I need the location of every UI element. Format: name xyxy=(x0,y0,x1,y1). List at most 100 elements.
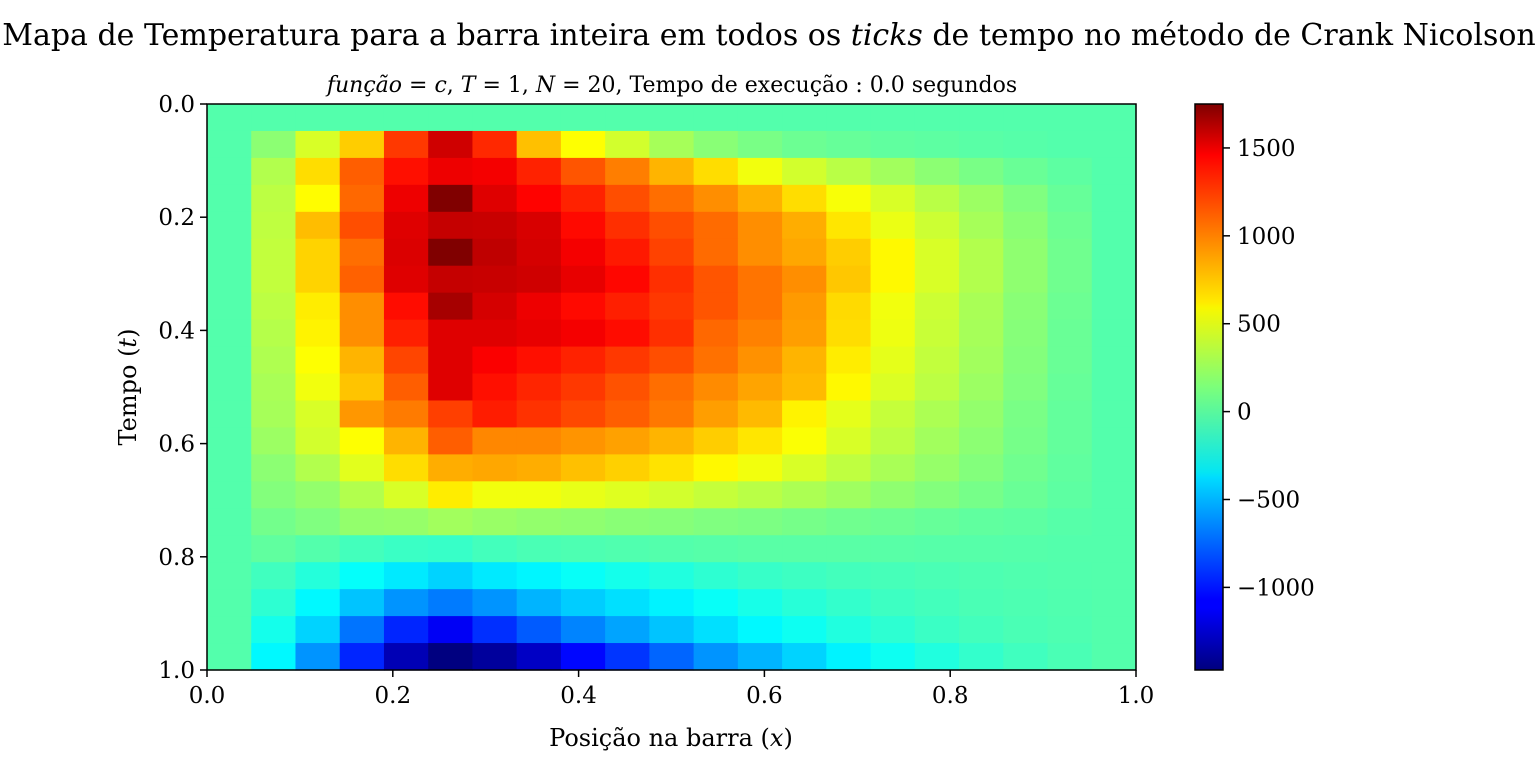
heatmap-cell xyxy=(428,373,474,402)
heatmap-cell xyxy=(516,481,562,509)
heatmap-cell xyxy=(428,454,474,482)
heatmap-cell xyxy=(428,319,474,348)
heatmap-cell xyxy=(1003,427,1049,455)
heatmap-cell xyxy=(560,373,606,402)
heatmap-cell xyxy=(1091,184,1137,213)
heatmap-cell xyxy=(428,589,474,617)
heatmap-cell xyxy=(737,535,783,563)
heatmap-cell xyxy=(782,481,827,509)
heatmap-cell xyxy=(870,427,916,455)
colorbar-tick-label: 1500 xyxy=(1237,136,1296,162)
heatmap-cell xyxy=(693,157,739,186)
heatmap-cell xyxy=(472,211,518,240)
heatmap-cell xyxy=(826,616,872,644)
heatmap-cell xyxy=(428,238,474,267)
heatmap-cell xyxy=(251,265,297,294)
x-axis-ticks: 0.0 0.2 0.4 0.6 0.8 1.0 xyxy=(189,670,1154,709)
heatmap-cell xyxy=(383,400,429,429)
heatmap-cell xyxy=(737,616,783,644)
heatmap-cell xyxy=(560,184,606,213)
heatmap-cell xyxy=(1047,184,1093,213)
heatmap-cell xyxy=(516,104,562,132)
heatmap-cell xyxy=(560,427,606,455)
heatmap-cell xyxy=(914,238,960,267)
heatmap-cell xyxy=(693,616,739,644)
heatmap-cell xyxy=(959,292,1004,321)
heatmap-cell xyxy=(605,454,650,482)
heatmap-cell xyxy=(649,211,695,240)
heatmap-cell xyxy=(959,184,1004,213)
heatmap-cell xyxy=(693,346,739,375)
heatmap-cell xyxy=(339,292,385,321)
heatmap-cell xyxy=(870,265,916,294)
heatmap-cell xyxy=(959,481,1004,509)
heatmap-cell xyxy=(959,535,1004,563)
heatmap-cell xyxy=(207,535,252,563)
heatmap-cell xyxy=(649,319,695,348)
heatmap-cell xyxy=(959,616,1004,644)
heatmap-cell xyxy=(782,643,827,671)
heatmap-cell xyxy=(1047,346,1093,375)
heatmap-cell xyxy=(516,535,562,563)
heatmap-cell xyxy=(782,373,827,402)
heatmap-cell xyxy=(472,104,518,132)
heatmap-cell xyxy=(826,535,872,563)
heatmap-cell xyxy=(207,265,252,294)
heatmap-cell xyxy=(1047,535,1093,563)
heatmap-cell xyxy=(1047,454,1093,482)
heatmap-cell xyxy=(693,184,739,213)
heatmap-cell xyxy=(693,643,739,671)
heatmap-cell xyxy=(428,184,474,213)
heatmap-cell xyxy=(782,535,827,563)
heatmap-cell xyxy=(1091,508,1137,536)
heatmap-cell xyxy=(914,346,960,375)
heatmap-cell xyxy=(295,400,341,429)
plot-frame xyxy=(206,103,1137,671)
heatmap-cell xyxy=(914,616,960,644)
heatmap-cell xyxy=(1003,184,1049,213)
heatmap-cell xyxy=(1091,211,1137,240)
heatmap-cell xyxy=(826,400,872,429)
colorbar-tick-label: 0 xyxy=(1237,400,1252,426)
heatmap-cell xyxy=(251,104,297,132)
heatmap-cell xyxy=(1091,319,1137,348)
heatmap-cell xyxy=(560,643,606,671)
heatmap-cell xyxy=(693,265,739,294)
heatmap-cell xyxy=(339,319,385,348)
heatmap-cell xyxy=(959,400,1004,429)
heatmap-cell xyxy=(737,319,783,348)
heatmap-cell xyxy=(693,292,739,321)
heatmap-cell xyxy=(251,130,297,159)
heatmap-cell xyxy=(516,292,562,321)
heatmap-cell xyxy=(339,616,385,644)
heatmap-cell xyxy=(207,508,252,536)
heatmap-cell xyxy=(295,589,341,617)
y-tick-label: 0.8 xyxy=(158,545,195,571)
heatmap-cell xyxy=(472,238,518,267)
heatmap-cell xyxy=(251,184,297,213)
heatmap-cell xyxy=(959,211,1004,240)
heatmap-cell xyxy=(207,373,252,402)
heatmap-cell xyxy=(207,292,252,321)
heatmap-cell xyxy=(1003,616,1049,644)
heatmap-cell xyxy=(560,238,606,267)
heatmap-cell xyxy=(428,346,474,375)
heatmap-cell xyxy=(826,508,872,536)
heatmap-cell xyxy=(1003,643,1049,671)
heatmap-cell xyxy=(649,589,695,617)
heatmap-cell xyxy=(826,454,872,482)
heatmap-cell xyxy=(693,481,739,509)
heatmap-cell xyxy=(914,104,960,132)
heatmap-cell xyxy=(428,616,474,644)
heatmap-cell xyxy=(516,400,562,429)
colorbar-tick-label: 1000 xyxy=(1237,224,1296,250)
heatmap-cell xyxy=(383,535,429,563)
heatmap-cell xyxy=(826,481,872,509)
heatmap-cell xyxy=(737,643,783,671)
heatmap-cell xyxy=(826,346,872,375)
heatmap-cell xyxy=(649,130,695,159)
heatmap-cell xyxy=(870,481,916,509)
heatmap-cell xyxy=(560,211,606,240)
heatmap-cell xyxy=(737,184,783,213)
